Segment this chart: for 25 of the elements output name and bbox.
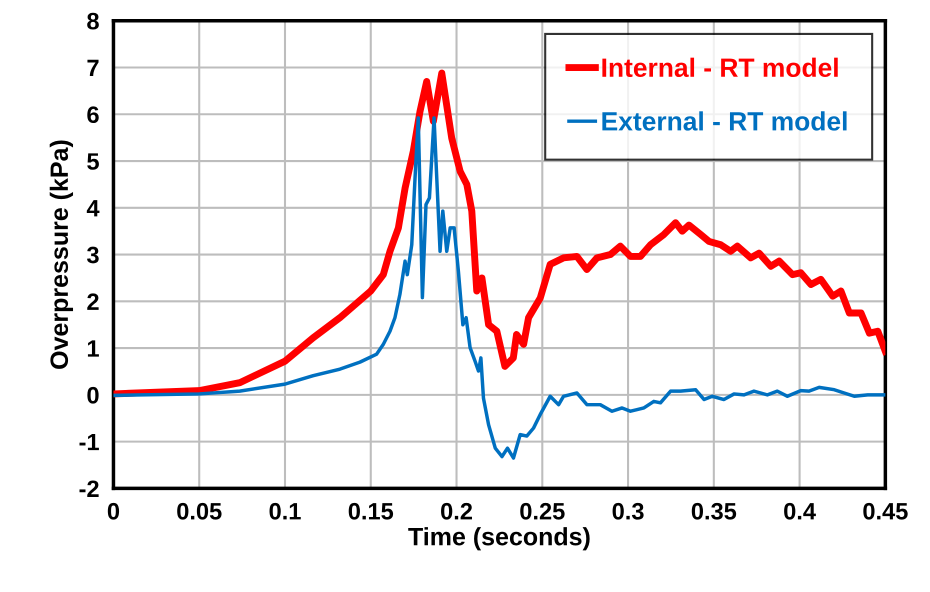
y-tick-label: 1 [88, 340, 99, 357]
x-tick-label: 0.1 [270, 502, 301, 520]
x-tick-label: 0.35 [692, 502, 736, 520]
y-tick-label: 7 [87, 60, 99, 76]
x-tick-label: 0.2 [441, 502, 472, 520]
y-tick-label: 0 [87, 386, 99, 404]
x-tick-label: 0.45 [863, 502, 908, 520]
y-tick-label: 8 [87, 12, 99, 30]
y-tick-label: -2 [80, 480, 99, 497]
x-tick-label: 0.25 [520, 502, 565, 520]
y-axis-title: Overpressure (kPa) [50, 140, 74, 369]
x-tick-label: 0.4 [784, 502, 816, 520]
x-tick-label: 0 [108, 502, 120, 520]
y-tick-label: 2 [87, 293, 99, 310]
y-tick-label: 4 [86, 200, 100, 216]
x-axis-title: Time (seconds) [408, 527, 590, 550]
y-tick-label: 6 [87, 106, 99, 124]
legend-label: Internal - RT model [602, 58, 838, 78]
x-tick-label: 0.05 [177, 502, 222, 520]
x-tick-label: 0.15 [348, 502, 394, 520]
y-tick-label: 5 [87, 153, 99, 170]
legend-label: External - RT model [602, 111, 847, 131]
x-tick-label: 0.3 [612, 502, 644, 520]
y-tick-label: -1 [80, 434, 99, 450]
y-tick-label: 3 [86, 246, 99, 264]
